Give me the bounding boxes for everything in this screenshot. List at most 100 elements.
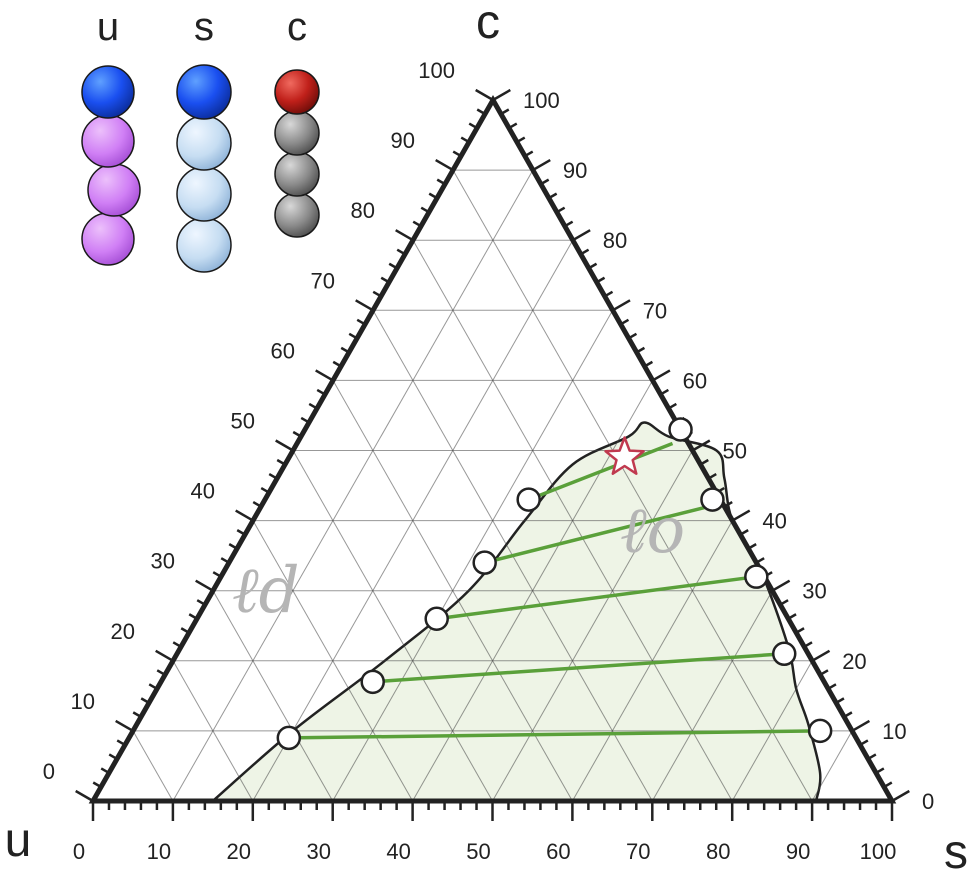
tick-right-88 — [540, 178, 550, 186]
tick-left-42 — [252, 500, 262, 508]
tick-label-bottom-100: 100 — [860, 839, 897, 864]
tick-left-68 — [356, 318, 366, 326]
grid-line-s-50 — [492, 450, 693, 802]
tick-right-82 — [564, 220, 574, 228]
molecule-label-2: c — [287, 5, 307, 49]
molecule-label-0: u — [97, 5, 119, 49]
grid-line-u-50 — [292, 450, 493, 802]
tick-label-left-30: 30 — [151, 549, 175, 574]
molecule-tail-bead-0-1 — [81, 114, 135, 168]
molecule-tail-bead-1-2 — [176, 166, 232, 222]
tick-right-26 — [787, 613, 797, 620]
tick-right-48 — [699, 458, 709, 466]
tick-label-right-50: 50 — [723, 439, 747, 464]
tick-label-left-90: 90 — [391, 128, 415, 153]
tick-left-32 — [212, 571, 222, 578]
tick-right-94 — [516, 136, 526, 144]
molecule-label-1: s — [194, 5, 214, 49]
tick-right-28 — [779, 599, 789, 606]
tick-label-left-20: 20 — [111, 619, 135, 644]
tick-right-6 — [867, 753, 877, 761]
endpoint-marker-10 — [807, 718, 833, 744]
tick-left-80 — [395, 229, 414, 242]
tick-right-100 — [492, 88, 511, 102]
tick-left-82 — [412, 220, 422, 228]
molecule-head-bead-2-0 — [274, 69, 320, 115]
tick-left-92 — [452, 150, 462, 158]
tick-left-40 — [235, 509, 254, 522]
tick-label-left-10: 10 — [71, 689, 95, 714]
tick-right-68 — [620, 318, 630, 326]
tick-label-left-0: 0 — [43, 759, 55, 784]
tick-left-34 — [220, 557, 230, 564]
tie-line-1 — [288, 729, 821, 740]
tick-label-right-70: 70 — [643, 298, 667, 323]
tick-left-90 — [435, 159, 454, 172]
corner-label-u: u — [5, 814, 32, 867]
grid-line-u-10 — [452, 169, 813, 802]
tick-left-54 — [300, 416, 310, 424]
tick-right-76 — [588, 262, 598, 270]
tick-left-58 — [316, 388, 326, 396]
tick-left-48 — [276, 458, 286, 466]
tick-right-72 — [604, 290, 614, 298]
tick-left-28 — [196, 599, 206, 606]
tick-right-8 — [859, 739, 869, 747]
tick-right-90 — [532, 159, 551, 172]
tick-left-20 — [155, 649, 174, 662]
tick-right-80 — [572, 229, 591, 242]
tick-left-0 — [75, 789, 94, 803]
tick-left-24 — [180, 627, 190, 634]
tick-right-18 — [819, 669, 829, 676]
grid-line-u-60 — [252, 520, 414, 802]
tick-right-14 — [835, 697, 845, 704]
tick-label-right-0: 0 — [922, 789, 934, 814]
grid-line-s-90 — [811, 730, 853, 802]
molecule-head-bead-1-0 — [176, 64, 232, 120]
molecule-tail-bead-1-3 — [176, 217, 232, 273]
tick-right-98 — [500, 108, 510, 116]
tick-label-bottom-90: 90 — [786, 839, 810, 864]
critical-point-star — [604, 436, 645, 475]
phase-endpoint-markers — [276, 417, 833, 751]
tick-right-92 — [524, 150, 534, 158]
endpoint-marker-5 — [516, 487, 541, 512]
grid-line-s-30 — [332, 310, 614, 802]
tick-right-46 — [707, 472, 717, 480]
tick-right-42 — [723, 500, 733, 508]
molecule-tail-bead-1-1 — [176, 115, 232, 171]
tick-left-22 — [172, 641, 182, 648]
tick-left-50 — [275, 439, 294, 452]
endpoint-marker-3 — [424, 606, 449, 631]
tick-label-bottom-20: 20 — [227, 839, 251, 864]
tick-left-100 — [475, 88, 494, 102]
tick-label-left-70: 70 — [311, 268, 335, 293]
tick-label-right-30: 30 — [802, 579, 826, 604]
tick-left-84 — [420, 206, 430, 214]
tick-left-4 — [100, 767, 110, 775]
tick-left-12 — [132, 711, 142, 718]
tick-right-96 — [508, 122, 518, 130]
tick-left-8 — [116, 739, 126, 747]
grid-line-u-90 — [132, 730, 174, 802]
tick-right-56 — [667, 402, 677, 410]
tick-left-36 — [228, 543, 238, 550]
tick-left-60 — [315, 369, 334, 382]
tick-left-18 — [156, 669, 166, 676]
tick-left-88 — [436, 178, 446, 186]
tick-right-58 — [659, 388, 669, 396]
tick-left-56 — [308, 402, 318, 410]
tick-left-70 — [355, 299, 374, 312]
tick-left-38 — [236, 529, 246, 536]
tick-left-14 — [140, 697, 150, 704]
tick-right-12 — [843, 711, 853, 718]
tick-label-bottom-70: 70 — [626, 839, 650, 864]
tick-label-bottom-10: 10 — [147, 839, 171, 864]
tick-right-50 — [691, 439, 711, 452]
tick-left-16 — [148, 683, 158, 690]
tick-left-30 — [195, 579, 214, 592]
tick-right-38 — [739, 529, 749, 536]
tick-left-62 — [332, 360, 342, 368]
molecule-tail-bead-0-3 — [81, 212, 135, 266]
tick-left-10 — [115, 719, 134, 732]
